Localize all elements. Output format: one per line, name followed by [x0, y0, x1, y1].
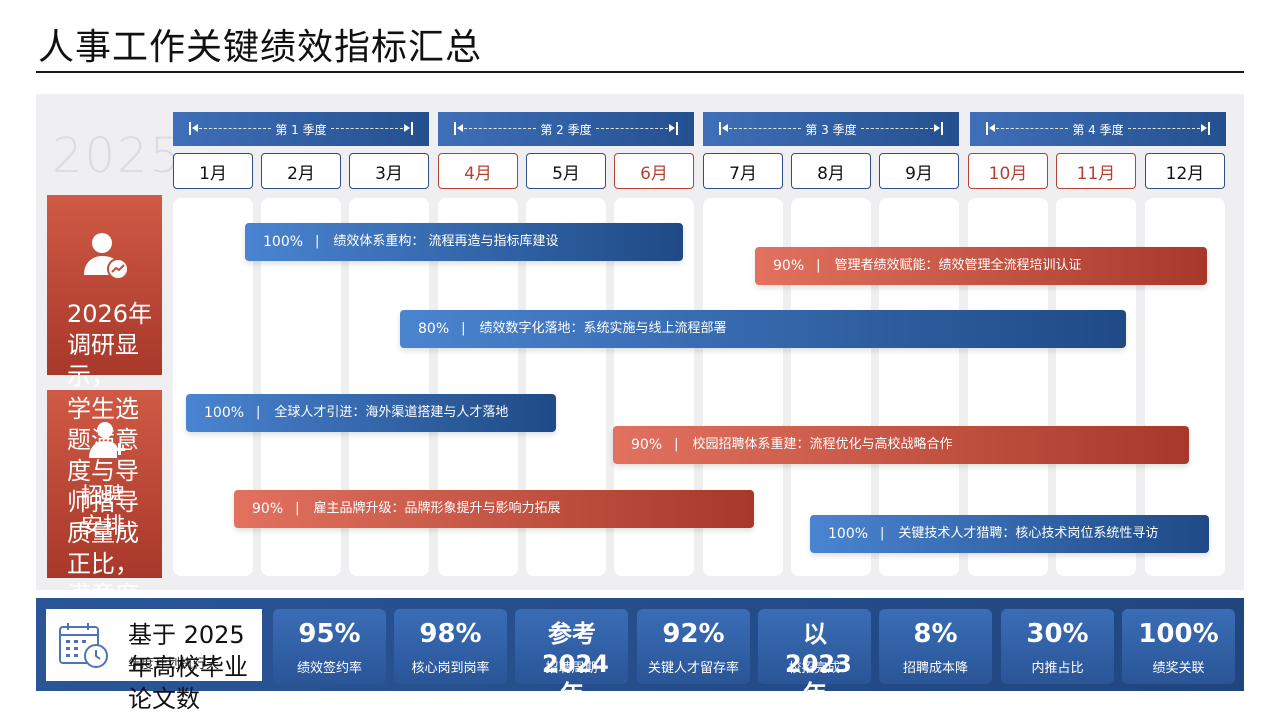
month-4[interactable]: 4月	[438, 153, 518, 189]
task-label: 管理者绩效赋能：绩效管理全流程培训认证	[834, 258, 1082, 273]
task-bar[interactable]: 100% | 全球人才引进：海外渠道搭建与人才落地	[186, 394, 556, 432]
kpi-value: 95%	[298, 619, 361, 649]
side-panel-performance	[47, 195, 162, 375]
side-panel-recruitment: 招聘安排	[47, 390, 162, 578]
side-panel-top-text: 2026年调研显示，	[67, 300, 153, 390]
kpi-label: 招聘成本降	[902, 661, 968, 676]
task-bar[interactable]: 100% | 关键技术人才猎聘：核心技术岗位系统性寻访	[810, 515, 1209, 553]
kpi-label: 关键人才留存率	[647, 661, 739, 676]
title-rule	[36, 71, 1244, 73]
task-percent: 90%	[252, 501, 284, 517]
task-bar[interactable]: 90% | 校园招聘体系重建：流程优化与高校战略合作	[613, 426, 1189, 464]
task-bar[interactable]: 90% | 管理者绩效赋能：绩效管理全流程培训认证	[755, 247, 1207, 285]
kpi-card: 校招完成 以2023年	[758, 609, 871, 708]
task-percent: 100%	[828, 526, 869, 542]
task-percent: 90%	[631, 437, 663, 453]
kpi-lead-card: 年度计划执行天 基于 2025年高校毕业论文数	[46, 609, 262, 713]
task-percent: 80%	[418, 321, 450, 337]
month-3[interactable]: 3月	[349, 153, 429, 189]
task-label: 全球人才引进：海外渠道搭建与人才落地	[274, 405, 509, 420]
kpi-label: 核心岗到岗率	[411, 661, 490, 676]
task-label: 关键技术人才猎聘：核心技术岗位系统性寻访	[898, 526, 1159, 541]
page-title: 人事工作关键绩效指标汇总	[38, 27, 483, 68]
month-11[interactable]: 11月	[1056, 153, 1136, 189]
month-6[interactable]: 6月	[614, 153, 694, 189]
kpi-lead-subtitle: 年度计划执行天	[128, 657, 220, 672]
recruitment-label-overlay: 招聘安排	[81, 484, 126, 539]
kpi-value: 92%	[662, 619, 725, 649]
month-1[interactable]: 1月	[173, 153, 253, 189]
year-watermark: 2025	[52, 128, 183, 184]
task-bar[interactable]: 80% | 绩效数字化落地：系统实施与线上流程部署	[400, 310, 1126, 348]
kpi-value: 98%	[419, 619, 482, 649]
task-percent: 90%	[773, 258, 805, 274]
kpi-label: 绩效签约率	[296, 661, 362, 676]
kpi-card: 98% 核心岗到岗率	[394, 609, 507, 684]
task-label: 绩效体系重构： 流程再造与指标库建设	[333, 234, 559, 249]
quarter-label: 第 1 季度	[275, 122, 327, 137]
quarter-label: 第 3 季度	[805, 122, 857, 137]
quarter-range-arrow-icon	[986, 122, 988, 135]
kpi-card: 30% 内推占比	[1001, 609, 1114, 684]
month-9[interactable]: 9月	[879, 153, 959, 189]
task-label: 校园招聘体系重建：流程优化与高校战略合作	[692, 437, 953, 452]
kpi-value: 30%	[1026, 619, 1089, 649]
month-8[interactable]: 8月	[791, 153, 871, 189]
quarter-label: 第 2 季度	[540, 122, 592, 137]
quarter-header-4: 第 4 季度	[970, 112, 1226, 146]
kpi-label: 招聘周期	[545, 661, 598, 676]
calendar-clock-icon	[59, 623, 108, 668]
kpi-lead-title: 基于 2025年高校毕业论文数	[128, 621, 248, 713]
quarter-header-2: 第 2 季度	[438, 112, 694, 146]
task-percent: 100%	[263, 234, 304, 250]
kpi-card: 92% 关键人才留存率	[637, 609, 750, 684]
month-5[interactable]: 5月	[526, 153, 606, 189]
kpi-value: 100%	[1138, 619, 1219, 649]
task-bar[interactable]: 100% | 绩效体系重构： 流程再造与指标库建设	[245, 223, 683, 261]
month-7[interactable]: 7月	[703, 153, 783, 189]
user-plus-icon	[89, 422, 125, 458]
kpi-value: 参考2024年	[542, 620, 609, 708]
kpi-value: 以2023年	[785, 620, 852, 708]
quarter-label: 第 4 季度	[1072, 122, 1124, 137]
month-2[interactable]: 2月	[261, 153, 341, 189]
task-percent: 100%	[204, 405, 245, 421]
side-panel-bottom-text: 学生选题满意度与导师指导质量成正比，满意度	[67, 395, 139, 609]
task-label: 雇主品牌升级：品牌形象提升与影响力拓展	[313, 501, 561, 516]
month-12[interactable]: 12月	[1145, 153, 1225, 189]
kpi-card: 8% 招聘成本降	[879, 609, 992, 684]
quarter-range-arrow-icon	[719, 122, 721, 135]
kpi-card: 招聘周期 参考2024年	[515, 609, 628, 708]
quarter-header-1: 第 1 季度	[173, 112, 429, 146]
kpi-label: 校招完成	[788, 661, 841, 676]
task-bar[interactable]: 90% | 雇主品牌升级：品牌形象提升与影响力拓展	[234, 490, 754, 528]
kpi-card: 100% 绩奖关联	[1122, 609, 1235, 684]
quarter-header-3: 第 3 季度	[703, 112, 959, 146]
kpi-label: 绩奖关联	[1152, 661, 1205, 676]
quarter-range-arrow-icon	[454, 122, 456, 135]
task-label: 绩效数字化落地：系统实施与线上流程部署	[479, 321, 727, 336]
month-10[interactable]: 10月	[968, 153, 1048, 189]
kpi-value: 8%	[913, 619, 958, 649]
kpi-card: 95% 绩效签约率	[273, 609, 386, 684]
user-chart-icon	[84, 233, 129, 280]
kpi-label: 内推占比	[1031, 661, 1084, 676]
quarter-range-arrow-icon	[189, 122, 191, 135]
